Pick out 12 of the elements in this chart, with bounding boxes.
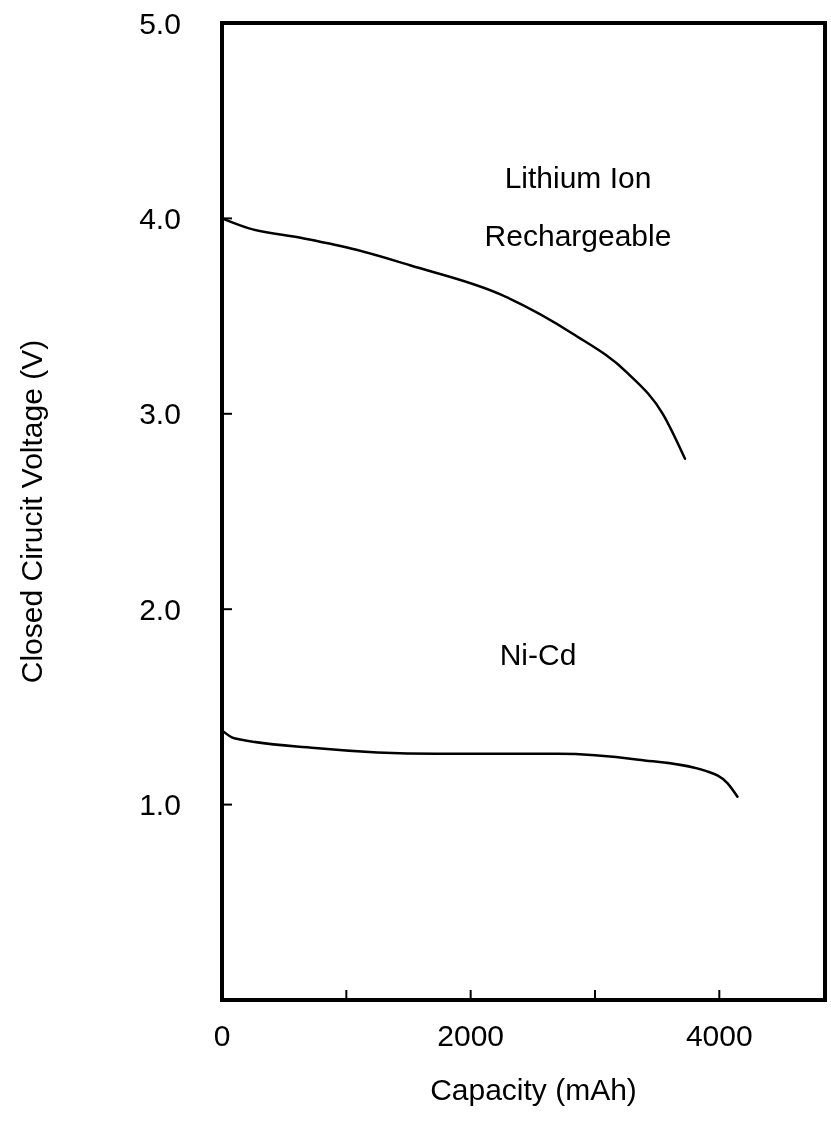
x-tick-label: 2000 xyxy=(437,1019,505,1052)
x-axis-title: Capacity (mAh) xyxy=(430,1073,637,1106)
y-tick-label: 3.0 xyxy=(139,397,181,431)
y-tick-label: 5.0 xyxy=(139,6,181,40)
x-tick-label: 4000 xyxy=(685,1019,753,1052)
text: Ni-Cd xyxy=(499,638,577,671)
x-tick-label: 0 xyxy=(213,1019,231,1052)
y-axis-title: Closed Cirucit Voltage (V) xyxy=(15,339,48,684)
series-label: Lithium Ion Rechargeable xyxy=(484,161,672,252)
y-tick-label: 1.0 xyxy=(139,788,181,822)
y-tick-label: 4.0 xyxy=(139,201,181,235)
y-tick-label: 2.0 xyxy=(139,592,181,626)
